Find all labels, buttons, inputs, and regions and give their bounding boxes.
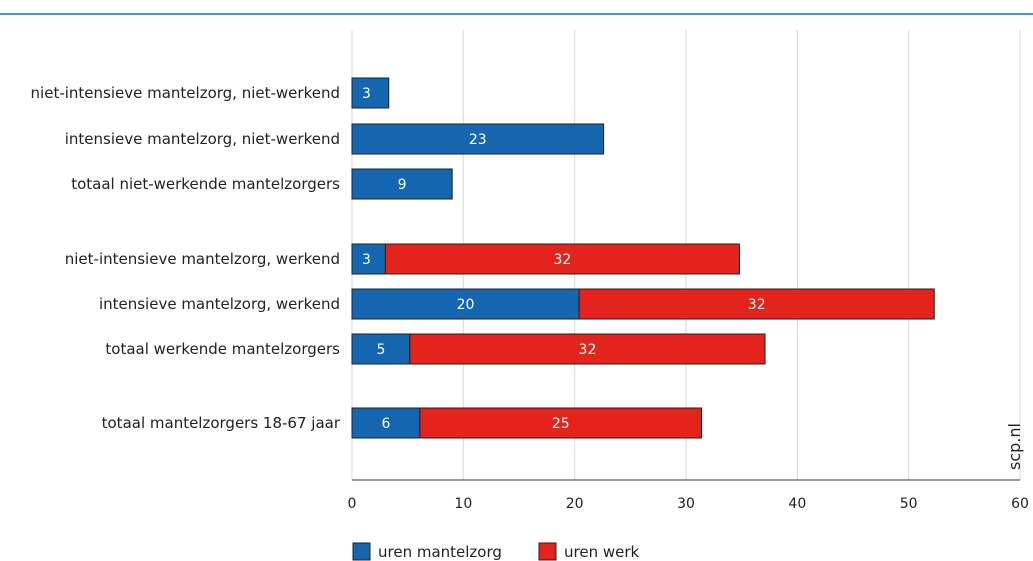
bar-mantelzorg bbox=[351, 288, 580, 320]
category-labels: niet-intensieve mantelzorg, niet-werkend… bbox=[31, 84, 341, 432]
bar-mantelzorg bbox=[351, 168, 453, 200]
category-label: totaal mantelzorgers 18-67 jaar bbox=[102, 414, 341, 432]
data-label: 32 bbox=[554, 252, 572, 268]
data-label: 20 bbox=[457, 297, 475, 313]
x-axis-ticks: 0 10 20 30 40 50 60 bbox=[348, 496, 1029, 512]
category-label: intensieve mantelzorg, werkend bbox=[99, 295, 340, 313]
bar-werk bbox=[384, 243, 740, 275]
data-label: 23 bbox=[469, 132, 487, 148]
data-label: 25 bbox=[552, 416, 570, 432]
legend-label-mantelzorg: uren mantelzorg bbox=[378, 543, 502, 561]
x-tick-label: 10 bbox=[454, 496, 472, 512]
data-label: 3 bbox=[362, 252, 371, 268]
category-label: niet-intensieve mantelzorg, werkend bbox=[65, 250, 340, 268]
legend: uren mantelzorg uren werk bbox=[352, 542, 640, 561]
watermark: scp.nl bbox=[1005, 423, 1024, 470]
x-tick-label: 30 bbox=[677, 496, 695, 512]
category-label: intensieve mantelzorg, niet-werkend bbox=[65, 130, 340, 148]
bars: 3 23 9 3 32 20 32 5 32 6 25 bbox=[351, 77, 935, 439]
x-tick-label: 50 bbox=[900, 496, 918, 512]
data-label: 6 bbox=[381, 416, 390, 432]
x-tick-label: 60 bbox=[1011, 496, 1029, 512]
bar-werk bbox=[578, 288, 935, 320]
x-tick-label: 20 bbox=[566, 496, 584, 512]
category-label: totaal niet-werkende mantelzorgers bbox=[71, 175, 340, 193]
x-tick-label: 0 bbox=[348, 496, 357, 512]
data-label: 3 bbox=[362, 86, 371, 102]
x-tick-label: 40 bbox=[788, 496, 806, 512]
legend-label-werk: uren werk bbox=[564, 543, 640, 561]
bar-werk bbox=[409, 333, 766, 365]
data-label: 9 bbox=[398, 177, 407, 193]
legend-swatch-werk bbox=[538, 542, 557, 561]
bar-mantelzorg bbox=[351, 123, 605, 155]
category-label: totaal werkende mantelzorgers bbox=[105, 340, 340, 358]
data-label: 5 bbox=[376, 342, 385, 358]
category-label: niet-intensieve mantelzorg, niet-werkend bbox=[31, 84, 340, 102]
legend-swatch-mantelzorg bbox=[352, 542, 371, 561]
bar-mantelzorg bbox=[351, 77, 390, 109]
bar-mantelzorg bbox=[351, 333, 411, 365]
data-label: 32 bbox=[748, 297, 766, 313]
bar-werk bbox=[419, 407, 703, 439]
data-label: 32 bbox=[579, 342, 597, 358]
